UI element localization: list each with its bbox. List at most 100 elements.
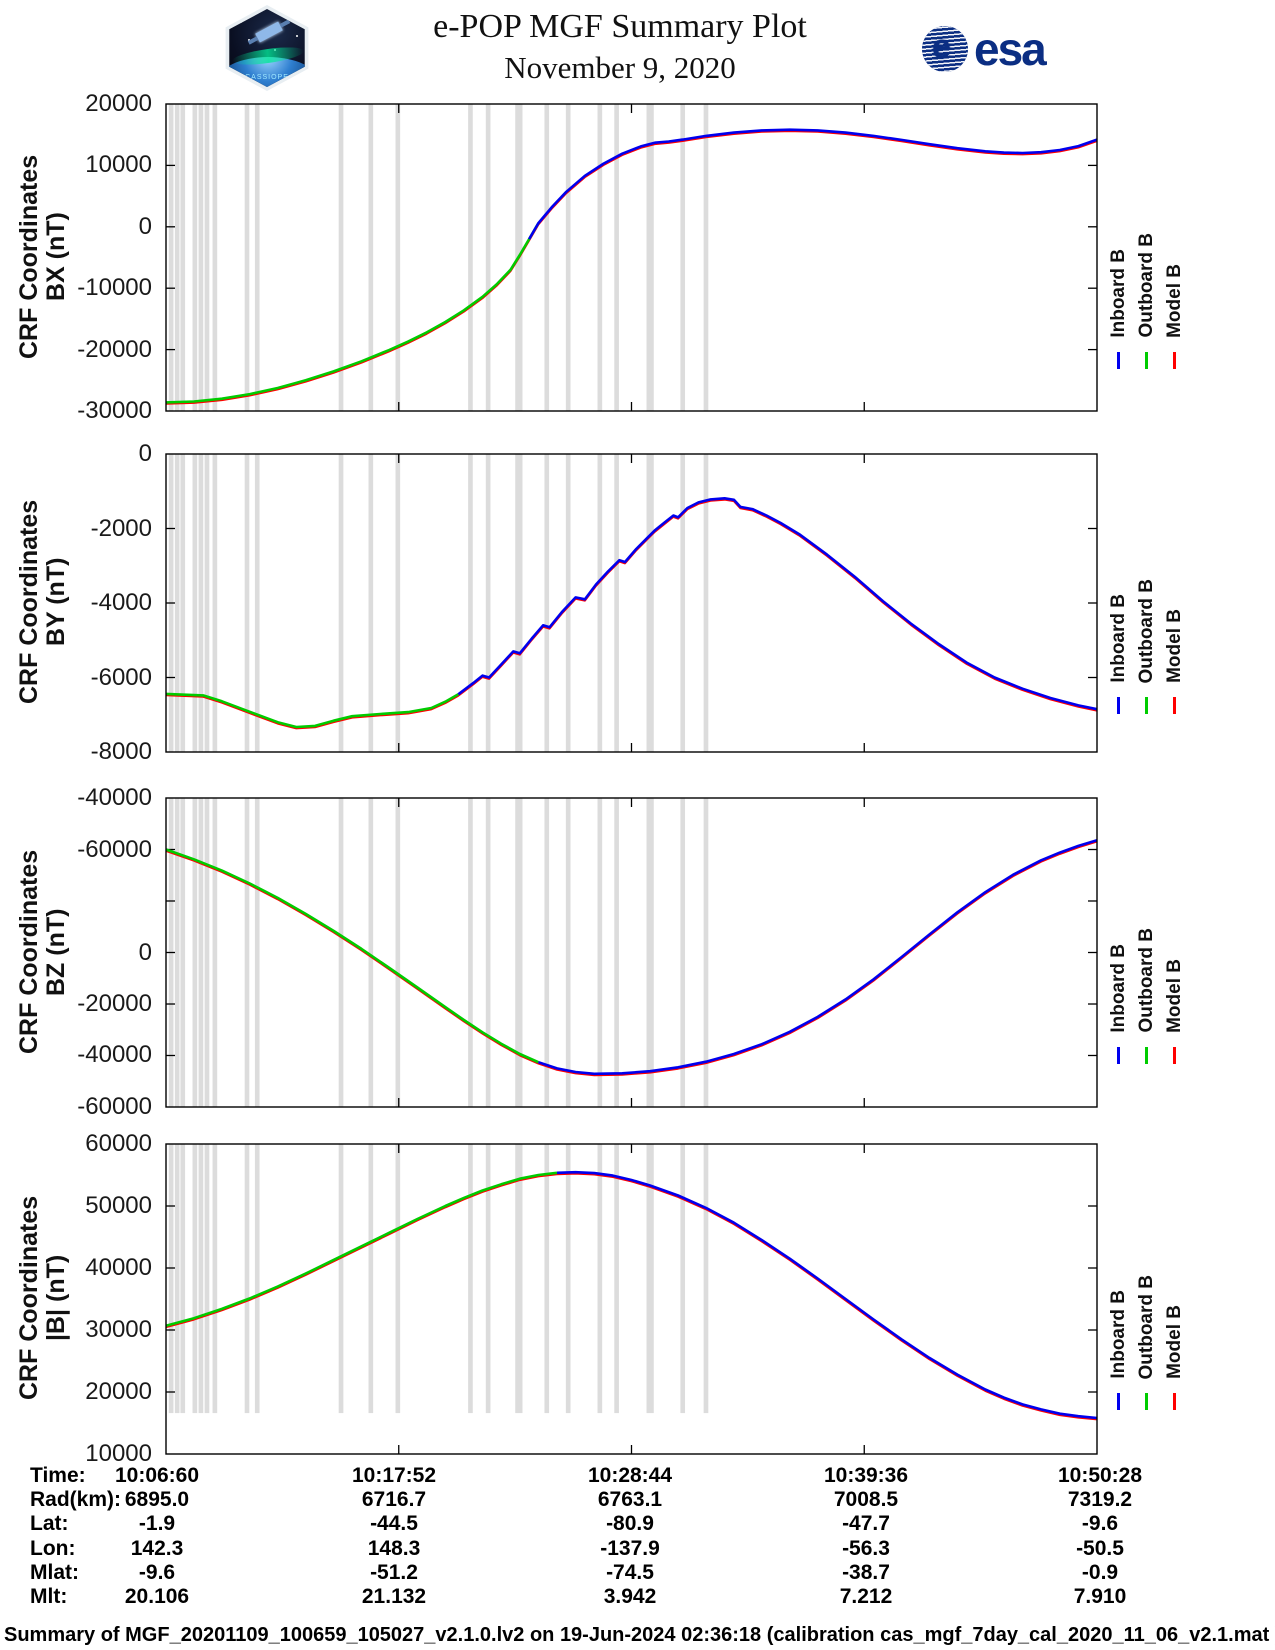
legend-label: Outboard B (1135, 928, 1157, 1033)
legend-color-dash (1173, 1046, 1176, 1064)
legend-color-dash (1145, 697, 1148, 714)
table-cell: -9.6 (1081, 1512, 1119, 1536)
legend-color-dash (1145, 1393, 1148, 1410)
legend-label: Inboard B (1107, 1290, 1129, 1379)
table-cell: -56.3 (842, 1536, 890, 1560)
patch-background: CASSIOPE (229, 9, 305, 87)
ytick-by-3: -6000 (90, 663, 152, 691)
table-row-label-mlt: Mlt: (30, 1585, 68, 1608)
ytick-bz-3: 0 (138, 938, 152, 966)
table-cell: 10:39:36 (823, 1464, 909, 1487)
ytick-bz-6: -60000 (77, 1093, 152, 1120)
legend-color-dash (1117, 351, 1120, 369)
table-cell: 6895.0 (124, 1488, 190, 1512)
page-title: e-POP MGF Summary Plot (433, 8, 807, 45)
ytick-bz-4: -20000 (77, 990, 152, 1017)
ytick-bx-1: 10000 (85, 151, 152, 179)
legend-label: Model B (1163, 263, 1185, 338)
plot-by-canvas (165, 453, 1098, 753)
legend-item-inboard-b: Inboard B (1106, 484, 1131, 714)
table-cell: 142.3 (130, 1536, 184, 1560)
table-cell: 10:28:44 (587, 1464, 673, 1487)
legend-item-outboard-b: Outboard B (1134, 139, 1159, 369)
table-cell: -44.5 (370, 1512, 418, 1536)
legend-b: Inboard B Outboard B Model B (1106, 1180, 1192, 1410)
patch-satellite-icon (255, 21, 283, 43)
table-cell: -51.2 (370, 1560, 418, 1584)
esa-globe-icon (922, 26, 968, 72)
legend-color-dash (1117, 697, 1120, 714)
ytick-bz-0: -40000 (77, 784, 152, 811)
title-block: e-POP MGF Summary Plot November 9, 2020 (330, 8, 910, 86)
table-row-label-mlat: Mlat: (30, 1560, 79, 1584)
table-cell: -0.9 (1081, 1560, 1119, 1584)
table-row-label-lat: Lat: (30, 1512, 69, 1536)
table-cell: -50.5 (1076, 1536, 1124, 1560)
ytick-bz-1: -60000 (77, 835, 152, 863)
legend-color-dash (1173, 697, 1176, 714)
table-cell: 7.212 (839, 1585, 893, 1608)
plot-b-canvas (165, 1143, 1098, 1455)
legend-item-outboard-b: Outboard B (1134, 1180, 1159, 1410)
legend-item-outboard-b: Outboard B (1134, 484, 1159, 714)
table-cell: -47.7 (842, 1512, 890, 1536)
legend-label: Model B (1163, 958, 1185, 1033)
legend-label: Outboard B (1135, 233, 1157, 338)
ytick-b-0: 60000 (85, 1130, 152, 1157)
table-row-label-radkm: Rad(km): (30, 1488, 122, 1512)
table-cell: 10:17:52 (351, 1464, 437, 1487)
legend-by: Inboard B Outboard B Model B (1106, 484, 1192, 714)
legend-label: Outboard B (1135, 578, 1157, 684)
esa-logo: esa (922, 22, 1047, 76)
ytick-bx-2: 0 (138, 212, 152, 240)
table-cell: 10:06:60 (114, 1464, 200, 1487)
legend-bz: Inboard B Outboard B Model B (1106, 834, 1192, 1064)
legend-color-dash (1117, 1046, 1120, 1064)
legend-item-model-b: Model B (1162, 1180, 1187, 1410)
legend-label: Inboard B (1107, 248, 1129, 338)
table-cell: 148.3 (367, 1536, 421, 1560)
table-cell: -38.7 (842, 1560, 890, 1584)
summary-footer: Summary of MGF_20201109_100659_105027_v2… (4, 1624, 1275, 1646)
ytick-b-1: 50000 (85, 1192, 152, 1219)
legend-item-inboard-b: Inboard B (1106, 1180, 1131, 1410)
page-date: November 9, 2020 (504, 50, 736, 85)
table-cell: 3.942 (603, 1585, 657, 1608)
legend-color-dash (1173, 1393, 1176, 1410)
table-cell: -74.5 (606, 1560, 654, 1584)
legend-item-inboard-b: Inboard B (1106, 139, 1131, 369)
cassiope-mission-patch: CASSIOPE (225, 5, 309, 91)
legend-item-outboard-b: Outboard B (1134, 834, 1159, 1064)
ytick-b-4: 20000 (85, 1378, 152, 1405)
table-cell: -1.9 (138, 1512, 176, 1536)
table-cell: -9.6 (138, 1560, 176, 1584)
ylabel-b: CRF Coordinates |B| (nT) (15, 1195, 70, 1401)
legend-item-inboard-b: Inboard B (1106, 834, 1131, 1064)
ytick-bx-3: -10000 (77, 274, 152, 302)
ytick-bx-4: -20000 (77, 335, 152, 363)
table-cell: 6716.7 (361, 1488, 427, 1512)
ytick-bx-5: -30000 (77, 397, 152, 424)
legend-label: Outboard B (1135, 1274, 1157, 1380)
ytick-by-1: -2000 (90, 514, 152, 542)
table-cell: 6763.1 (597, 1488, 663, 1512)
plot-bx-canvas (165, 103, 1098, 412)
ytick-b-2: 40000 (85, 1254, 152, 1281)
table-cell: 7319.2 (1067, 1488, 1133, 1512)
legend-item-model-b: Model B (1162, 139, 1187, 369)
plot-bz-canvas (165, 797, 1098, 1108)
table-cell: 20.106 (124, 1585, 190, 1608)
table-row-label-time: Time: (30, 1464, 86, 1487)
ytick-by-2: -4000 (90, 589, 152, 616)
table-cell: -80.9 (606, 1512, 654, 1536)
legend-color-dash (1173, 351, 1176, 369)
patch-mission-name: CASSIOPE (245, 74, 289, 81)
ytick-bx-0: 20000 (85, 90, 152, 117)
legend-label: Model B (1163, 1305, 1185, 1379)
table-cell: 10:50:28 (1057, 1464, 1143, 1487)
esa-wordmark: esa (974, 23, 1047, 75)
ytick-b-3: 30000 (85, 1316, 152, 1343)
legend-item-model-b: Model B (1162, 484, 1187, 714)
legend-color-dash (1145, 1046, 1148, 1064)
